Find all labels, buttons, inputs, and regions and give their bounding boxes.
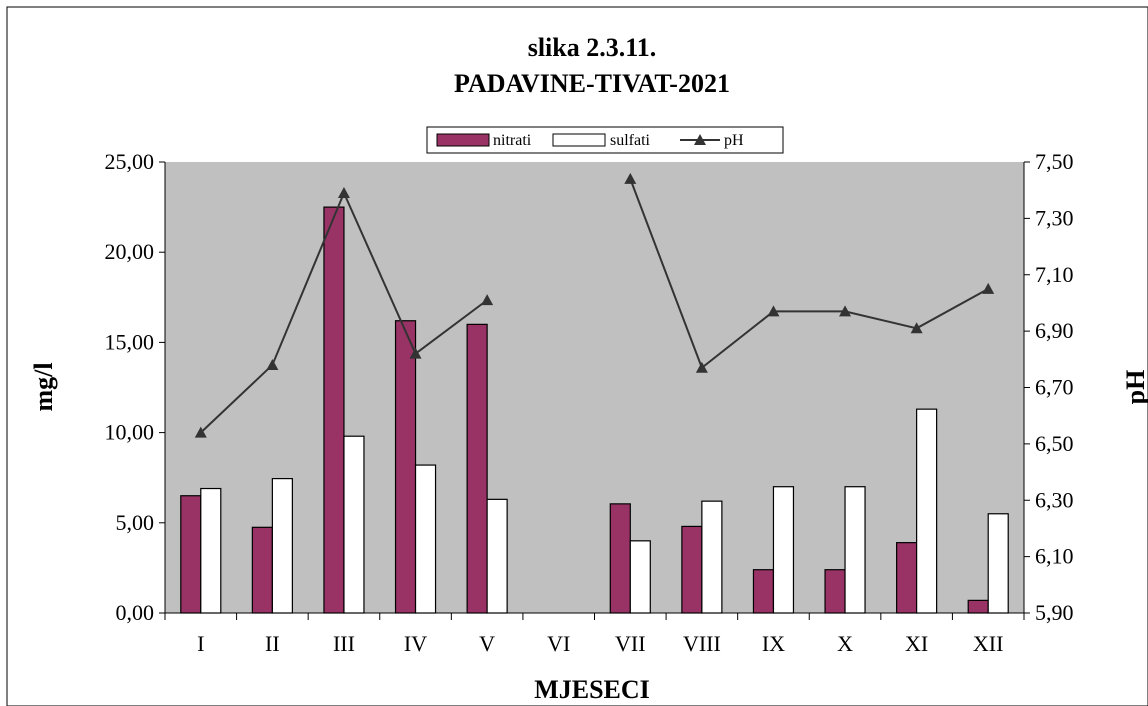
x-tick-label: V [479, 631, 495, 656]
legend-label-sulfati: sulfati [610, 132, 651, 149]
bar-nitrati-IV [394, 320, 417, 614]
y2-tick-label: 6,10 [1035, 544, 1074, 569]
ph-point-IV [409, 347, 422, 359]
bar-sulfati-IX [772, 486, 795, 614]
ph-point-VII [624, 172, 637, 184]
y-tick-label: 25,00 [105, 149, 155, 174]
bar-sulfati-IV [414, 464, 437, 614]
y-tick-label: 0,00 [116, 600, 155, 625]
y-tick-label: 20,00 [105, 239, 155, 264]
y2-tick-label: 6,90 [1035, 318, 1074, 343]
bar-nitrati-III [323, 206, 345, 614]
bar-sulfati-I [200, 487, 222, 614]
legend-swatch-sulfati [552, 133, 606, 147]
ph-line-segment [629, 178, 989, 370]
bar-sulfati-XI [916, 408, 938, 614]
x-tick-label: IX [762, 631, 785, 656]
y-tick-label: 15,00 [105, 329, 155, 354]
bar-sulfati-V [486, 498, 508, 614]
bar-nitrati-XI [896, 542, 918, 614]
y2-tick-label: 6,70 [1035, 375, 1074, 400]
bar-sulfati-X [844, 486, 866, 614]
ph-point-VIII [695, 361, 708, 373]
bar-sulfati-II [271, 478, 293, 614]
bar-sulfati-VIII [701, 500, 723, 614]
y-axis-title: mg/l [29, 362, 58, 411]
y2-tick-label: 7,50 [1035, 149, 1074, 174]
x-tick-label: IV [404, 631, 427, 656]
y2-tick-label: 6,30 [1035, 487, 1074, 512]
bar-nitrati-IX [752, 569, 775, 614]
y2-tick-label: 7,30 [1035, 205, 1074, 230]
x-tick-label: VII [615, 631, 646, 656]
ph-point-III [337, 187, 350, 199]
legend-label-nitrati: nitrati [493, 132, 532, 149]
y-tick-label: 10,00 [105, 420, 155, 445]
chart-subtitle: PADAVINE-TIVAT-2021 [454, 69, 730, 98]
ph-point-IX [767, 305, 780, 317]
legend-swatch-nitrati [436, 133, 490, 147]
x-tick-label: VIII [683, 631, 721, 656]
chart-title: slika 2.3.11. [528, 33, 657, 62]
x-axis-title: MJESECI [534, 675, 650, 704]
bar-series [180, 206, 1009, 614]
ph-point-V [481, 294, 494, 306]
x-axis-ticks: I II III IV V VI VII VIII IX X XI XII [164, 613, 1025, 656]
x-tick-label: III [333, 631, 355, 656]
x-tick-label: VI [547, 631, 570, 656]
bar-nitrati-V [466, 323, 488, 614]
plot-area [165, 162, 1024, 613]
bar-nitrati-XII [967, 599, 989, 614]
y-axis-ticks: 0,00 5,00 10,00 15,00 20,00 25,00 [105, 149, 165, 625]
y2-axis-title: pH [1121, 370, 1148, 405]
bar-sulfati-VII [629, 540, 651, 614]
ph-point-X [839, 305, 852, 317]
ph-point-II [266, 358, 279, 370]
y2-axis-ticks: 5,90 6,10 6,30 6,50 6,70 6,90 7,10 7,30 7,50 [1024, 149, 1074, 625]
y2-tick-label: 7,10 [1035, 262, 1074, 287]
bar-sulfati-III [343, 435, 365, 614]
legend-label-ph: pH [724, 132, 744, 149]
bar-nitrati-X [824, 569, 846, 614]
bar-nitrati-VII [609, 503, 631, 614]
ph-point-XII [982, 282, 995, 294]
x-tick-label: XI [905, 631, 928, 656]
x-tick-label: II [265, 631, 280, 656]
legend-marker-ph [694, 134, 706, 145]
y2-tick-label: 5,90 [1035, 600, 1074, 625]
legend: nitrati sulfati pH [426, 126, 784, 154]
x-tick-label: XII [973, 631, 1004, 656]
bar-nitrati-VIII [681, 525, 703, 614]
x-tick-label: I [197, 631, 204, 656]
ph-point-XI [910, 322, 923, 334]
y-tick-label: 5,00 [116, 510, 155, 535]
ph-line-series [194, 172, 995, 438]
y2-tick-label: 6,50 [1035, 431, 1074, 456]
bar-nitrati-I [180, 495, 202, 614]
bar-sulfati-XII [987, 513, 1009, 614]
bar-nitrati-II [251, 526, 273, 614]
ph-point-I [194, 426, 207, 438]
x-tick-label: X [837, 631, 853, 656]
